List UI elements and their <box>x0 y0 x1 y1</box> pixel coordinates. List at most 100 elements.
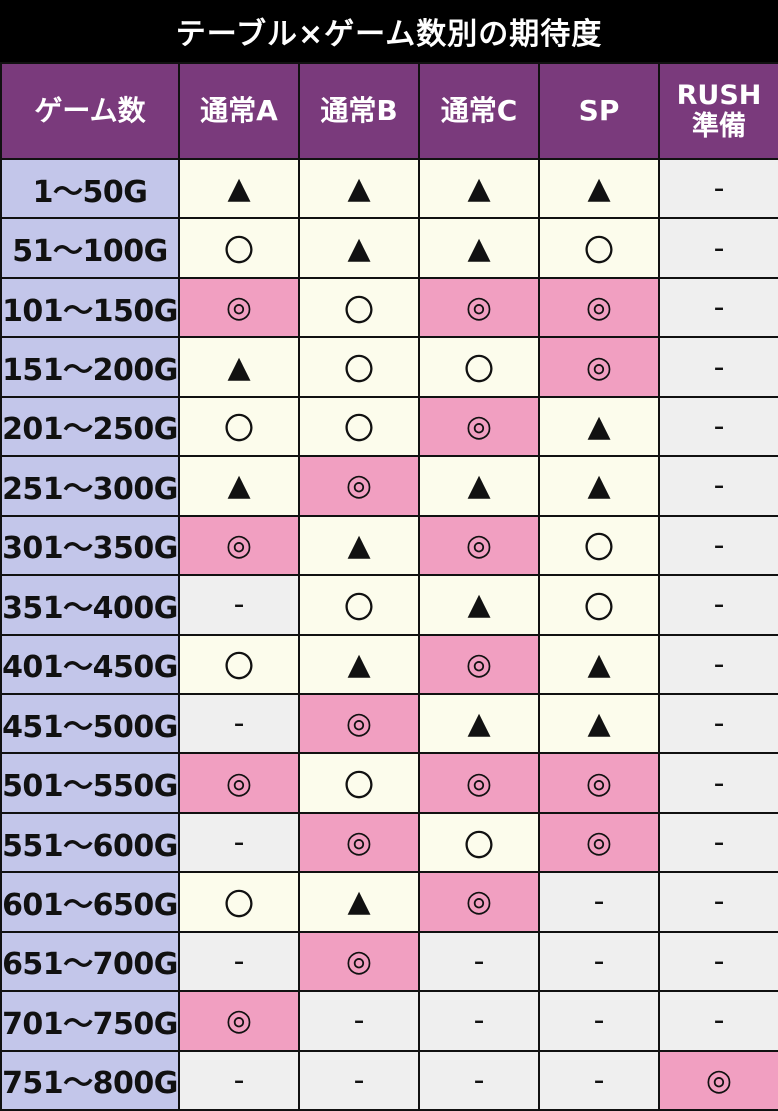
games-cell: 351～400G <box>0 574 180 636</box>
expectation-cell: ◎ <box>538 811 660 874</box>
expectation-cell: - <box>298 1049 420 1111</box>
header-row: ゲーム数 通常A 通常B 通常C SP RUSH 準備 <box>0 62 778 160</box>
games-cell: 151～200G <box>0 336 180 398</box>
header-games: ゲーム数 <box>0 62 180 160</box>
expectation-cell: ▲ <box>538 692 660 755</box>
expectation-cell: ◎ <box>418 395 540 458</box>
expectation-cell: ▲ <box>418 217 540 279</box>
table-row: 351～400G - 〇 ▲ 〇 - <box>0 574 778 636</box>
expectation-cell: ▲ <box>418 574 540 636</box>
expectation-cell: ▲ <box>418 455 540 517</box>
table-row: 451～500G - ◎ ▲ ▲ - <box>0 692 778 755</box>
expectation-cell: 〇 <box>418 811 540 874</box>
table-row: 301～350G ◎ ▲ ◎ 〇 - <box>0 514 778 577</box>
expectation-table: ゲーム数 通常A 通常B 通常C SP RUSH 準備 1～50G ▲ ▲ ▲ ▲ -51… <box>0 62 778 1111</box>
table-row: 601～650G 〇 ▲ ◎ - - <box>0 871 778 933</box>
expectation-cell: ▲ <box>538 633 660 695</box>
games-cell: 101～150G <box>0 276 180 339</box>
expectation-cell: - <box>418 990 540 1052</box>
expectation-cell: ▲ <box>538 157 660 220</box>
expectation-cell: ◎ <box>658 1049 778 1111</box>
expectation-cell: ◎ <box>418 871 540 933</box>
header-rush-prep: RUSH 準備 <box>658 62 778 160</box>
expectation-cell: - <box>658 752 778 814</box>
games-cell: 301～350G <box>0 514 180 577</box>
expectation-cell: - <box>658 574 778 636</box>
expectation-cell: - <box>658 217 778 279</box>
table-row: 151～200G ▲ 〇〇 ◎ - <box>0 336 778 398</box>
expectation-cell: 〇 <box>538 514 660 577</box>
expectation-cell: ▲ <box>298 514 420 577</box>
expectation-cell: 〇 <box>298 336 420 398</box>
expectation-cell: - <box>658 157 778 220</box>
expectation-cell: - <box>658 990 778 1052</box>
header-normal-b: 通常B <box>298 62 420 160</box>
table-row: 701～750G ◎ - - - - <box>0 990 778 1052</box>
expectation-cell: - <box>658 514 778 577</box>
expectation-cell: ◎ <box>298 455 420 517</box>
expectation-cell: 〇 <box>178 871 300 933</box>
expectation-cell: - <box>538 990 660 1052</box>
games-cell: 551～600G <box>0 811 180 874</box>
expectation-cell: ◎ <box>418 633 540 695</box>
games-cell: 701～750G <box>0 990 180 1052</box>
expectation-cell: ▲ <box>298 871 420 933</box>
expectation-cell: ◎ <box>298 811 420 874</box>
expectation-cell: ▲ <box>418 692 540 755</box>
expectation-cell: ▲ <box>298 633 420 695</box>
table-row: 501～550G ◎ 〇 ◎ ◎ - <box>0 752 778 814</box>
header-sp: SP <box>538 62 660 160</box>
expectation-cell: 〇 <box>178 217 300 279</box>
expectation-cell: - <box>658 692 778 755</box>
expectation-cell: - <box>658 276 778 339</box>
expectation-cell: - <box>658 871 778 933</box>
expectation-cell: - <box>658 811 778 874</box>
expectation-cell: ◎ <box>538 276 660 339</box>
games-cell: 751～800G <box>0 1049 180 1111</box>
expectation-cell: - <box>418 1049 540 1111</box>
expectation-cell: - <box>658 336 778 398</box>
header-normal-a: 通常A <box>178 62 300 160</box>
games-cell: 651～700G <box>0 930 180 993</box>
expectation-cell: 〇 <box>538 574 660 636</box>
header-normal-c: 通常C <box>418 62 540 160</box>
games-cell: 1～50G <box>0 157 180 220</box>
table-row: 751～800G - - - - ◎ <box>0 1049 778 1111</box>
expectation-cell: ◎ <box>418 752 540 814</box>
games-cell: 451～500G <box>0 692 180 755</box>
table-title: テーブル×ゲーム数別の期待度 <box>0 0 778 62</box>
expectation-cell: - <box>538 930 660 993</box>
expectation-cell: - <box>178 574 300 636</box>
expectation-cell: 〇 <box>298 276 420 339</box>
table-row: 651～700G - ◎ - - - <box>0 930 778 993</box>
expectation-cell: ▲ <box>178 336 300 398</box>
expectation-cell: - <box>538 1049 660 1111</box>
expectation-cell: ◎ <box>298 930 420 993</box>
expectation-cell: - <box>658 395 778 458</box>
games-cell: 401～450G <box>0 633 180 695</box>
expectation-cell: 〇 <box>178 395 300 458</box>
expectation-cell: - <box>178 692 300 755</box>
expectation-cell: 〇 <box>178 633 300 695</box>
expectation-cell: ◎ <box>178 752 300 814</box>
expectation-cell: - <box>658 930 778 993</box>
expectation-cell: ◎ <box>178 990 300 1052</box>
expectation-cell: - <box>178 930 300 993</box>
table-row: 251～300G ▲ ◎ ▲ ▲ - <box>0 455 778 517</box>
expectation-cell: - <box>418 930 540 993</box>
games-cell: 201～250G <box>0 395 180 458</box>
table-row: 1～50G ▲ ▲ ▲ ▲ - <box>0 157 778 220</box>
expectation-cell: ◎ <box>418 514 540 577</box>
expectation-cell: ◎ <box>178 276 300 339</box>
expectation-cell: ▲ <box>178 157 300 220</box>
table-row: 551～600G - ◎ 〇 ◎ - <box>0 811 778 874</box>
expectation-cell: 〇 <box>298 574 420 636</box>
expectation-cell: - <box>298 990 420 1052</box>
expectation-cell: ▲ <box>178 455 300 517</box>
expectation-cell: - <box>658 455 778 517</box>
games-cell: 51～100G <box>0 217 180 279</box>
expectation-cell: - <box>538 871 660 933</box>
table-row: 101～150G ◎ 〇 ◎ ◎ - <box>0 276 778 339</box>
expectation-cell: 〇 <box>298 752 420 814</box>
expectation-cell: ◎ <box>178 514 300 577</box>
